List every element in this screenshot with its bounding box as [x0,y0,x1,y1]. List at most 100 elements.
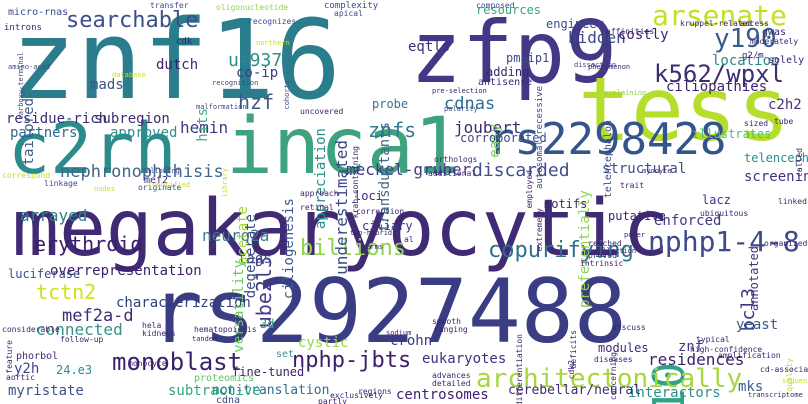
cloud-word: enforced [654,213,722,229]
cloud-word: dissection [574,61,617,69]
cloud-word: znfs [368,118,417,142]
cloud-word: annotated [747,246,761,312]
cloud-word: cdk [176,37,193,47]
cloud-word: differentiation [515,334,524,404]
cloud-word: overrepresentation [50,263,202,279]
cloud-word: ciliary [362,219,413,233]
cloud-word: y2h [14,361,40,377]
cloud-word: partners [10,125,78,141]
cloud-word: subtractive [168,383,261,399]
cloud-word: polarity [444,105,478,113]
cloud-word: ranging [434,325,468,334]
cloud-word: exclusively [330,391,383,400]
cloud-word: recognizes [248,17,297,26]
cloud-word: cohorts [283,80,291,110]
cloud-word: meckel-gruber [346,160,472,179]
cloud-word: amplification [718,351,781,360]
cloud-word: feature [5,340,14,374]
cloud-word: yeast [736,317,779,333]
cloud-word: krab-containing [351,146,360,219]
cloud-word: detailed [432,379,471,388]
cloud-word: monocyte [128,359,167,368]
cloud-word: kruppel-related [680,19,753,28]
cloud-word: ubiquitous [700,209,749,218]
cloud-word: identified [148,181,191,189]
cloud-word: 3d [260,317,275,331]
cloud-word: library [221,168,229,198]
cloud-word: c2rh [8,108,177,190]
cloud-word: follow-up [60,335,104,344]
cloud-word: access [740,19,769,28]
cloud-word: lacz [702,193,731,207]
cloud-word: resources [476,3,542,17]
cloud-word: copurifying [488,238,634,263]
cloud-word: luciferase [8,267,81,281]
cloud-word: billions [300,236,406,261]
cloud-word: linked [778,197,807,206]
cloud-word: probe [372,97,409,111]
cloud-word: hela [142,321,162,330]
cloud-word: arrayed [20,206,88,225]
cloud-word: correction [356,207,405,216]
cloud-word: residences [648,350,745,369]
cloud-word: approved [110,125,178,141]
cloud-word: location [712,53,780,69]
cloud-word: znf [678,339,704,355]
cloud-word: telencephalic [744,151,808,165]
cloud-word: subregion [94,111,170,127]
cloud-word: 24.e3 [56,363,93,377]
cloud-word: dutch [156,57,199,73]
cloud-word: originate [138,183,182,192]
cloud-word: solely [768,55,805,66]
cloud-word: proved [588,251,617,260]
cloud-word: illustrates [692,127,772,141]
cloud-word: hits [195,108,211,142]
cloud-word: cd-associated [760,365,808,374]
cloud-word: loci [354,189,383,203]
cloud-word: appreciation [313,128,329,230]
cloud-word: reached [588,239,622,248]
cloud-word: explaining [604,89,647,97]
cloud-word: diseases [594,355,633,364]
cloud-word: amino-acid [8,63,51,71]
cloud-word: antisense [478,77,533,88]
cloud-word: monoblast [112,348,243,376]
cloud-word: high-confidence [690,345,763,354]
cloud-word: partly [318,397,347,404]
cloud-word: uncovered [300,107,344,116]
cloud-word: considerable [2,325,60,334]
cloud-word: allowing [146,167,180,175]
cloud-word: terms [362,243,384,251]
cloud-word: two-hybrid [350,229,393,237]
cloud-word: moderately [750,37,799,46]
cloud-word: rs2298428 [488,114,727,165]
cloud-word: g2/m [742,51,764,61]
cloud-word: arsenate [652,0,787,32]
cloud-word: megakaryocytic [12,184,670,274]
cloud-word: modules [598,341,649,355]
cloud-word: screening [744,169,808,185]
cloud-word: proteomics [194,373,255,384]
cloud-word: fine-tuned [232,365,305,379]
cloud-word: retinal [300,203,334,212]
cloud-word: y190 [714,24,777,54]
cloud-word: composed [476,1,515,10]
cloud-word: additional [428,169,477,178]
cloud-word: motifs [544,197,588,211]
cloud-word: employed [525,170,534,209]
cloud-word: tess [578,58,790,161]
cloud-word: characterization [116,295,251,311]
cloud-word: cystic [298,335,349,351]
cloud-word: underestimated [332,140,351,275]
cloud-word: advances [432,371,471,380]
cloud-word: k562/wpxl [654,60,785,88]
cloud-word: northern [256,39,290,47]
cloud-word: trait [620,181,645,190]
cloud-word: nphp-jbts [292,348,412,373]
cloud-word: extremely [535,208,544,252]
cloud-word: telencephalon [603,120,614,199]
cloud-word: linkage [44,179,78,188]
cloud-word: corroborated [460,131,547,145]
cloud-word: nephronophthisis [60,162,224,182]
